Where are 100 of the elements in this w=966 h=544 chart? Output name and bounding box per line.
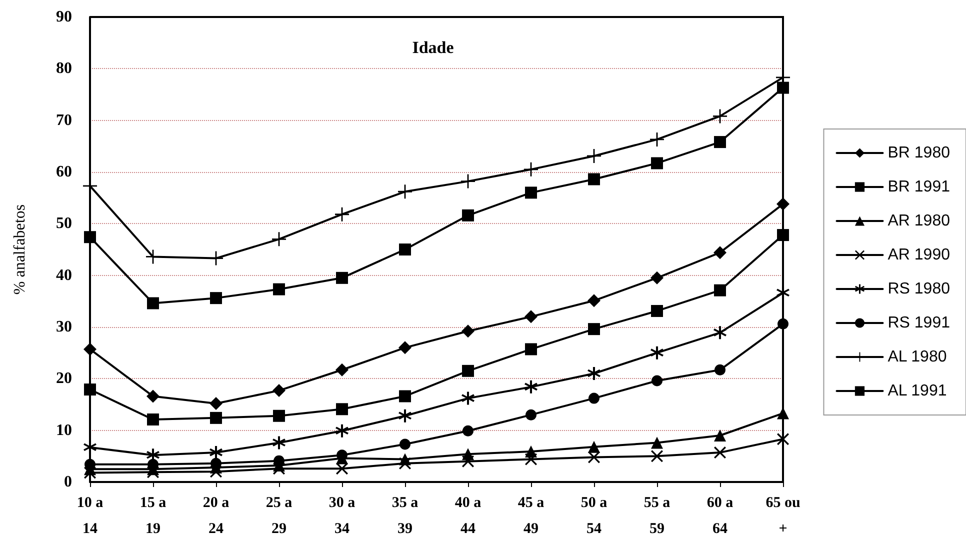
point: [272, 232, 286, 246]
y-tick-label: 50: [56, 215, 72, 232]
x-tick-label: 50 a 54: [580, 495, 608, 537]
point: [651, 450, 663, 462]
x-tick-label: 60 a 64: [706, 495, 734, 537]
point: [84, 384, 96, 396]
point: [210, 412, 222, 424]
point: [210, 396, 222, 410]
point: [776, 198, 790, 211]
point: [272, 384, 286, 398]
y-tick-label: 0: [64, 474, 72, 490]
point: [588, 173, 600, 186]
point: [588, 392, 600, 404]
y-tick-label: 80: [56, 60, 72, 78]
point: [336, 450, 348, 461]
point: [462, 455, 474, 468]
legend-label: RS 1991: [888, 314, 950, 332]
point: [399, 457, 411, 470]
point: [778, 318, 788, 330]
point: [650, 271, 664, 284]
point: [336, 363, 348, 376]
point: [650, 132, 664, 146]
point: [272, 436, 286, 450]
point: [399, 390, 411, 402]
point: [524, 162, 538, 176]
point: [524, 310, 538, 324]
point: [714, 136, 726, 148]
point: [147, 413, 159, 426]
point: [588, 440, 600, 453]
y-tick-label: 70: [56, 112, 72, 129]
point: [336, 424, 348, 438]
point: [84, 342, 96, 356]
point: [588, 451, 600, 464]
x-tick-label: 40 a 44: [454, 495, 482, 537]
point: [650, 346, 664, 360]
point: [651, 436, 663, 449]
point: [714, 364, 726, 376]
x-tick-label: 65 ou +: [766, 495, 800, 537]
y-tick-label: 60: [56, 164, 72, 180]
point: [84, 458, 96, 470]
point: [336, 462, 348, 475]
y-tick-label: 30: [56, 318, 72, 336]
point: [210, 466, 222, 478]
point: [714, 430, 726, 442]
legend-label: BR 1991: [888, 178, 950, 196]
x-tick-label: 55 a 59: [644, 495, 671, 537]
x-tick-label: 25 a 29: [266, 495, 293, 537]
point: [84, 231, 96, 244]
point: [400, 438, 410, 450]
point: [652, 375, 662, 386]
point: [776, 286, 790, 300]
point: [777, 82, 789, 94]
point: [462, 364, 474, 377]
point: [714, 284, 726, 296]
point: [147, 297, 159, 310]
point: [398, 409, 412, 422]
x-tick-label: 10 a 14: [76, 495, 104, 537]
point: [148, 458, 158, 470]
point: [210, 446, 222, 460]
point: [273, 410, 285, 422]
point: [398, 341, 412, 354]
point: [398, 184, 412, 199]
point: [462, 425, 474, 436]
point: [525, 186, 537, 199]
x-tick-label: 45 a 49: [518, 495, 545, 537]
point: [714, 446, 726, 459]
y-tick-label: 40: [56, 266, 72, 284]
x-tick-label: 30 a 34: [328, 495, 356, 537]
point: [336, 403, 348, 416]
point: [777, 433, 789, 446]
y-axis-title: % analfabetos: [12, 204, 28, 295]
point: [524, 380, 538, 394]
legend-label: BR 1980: [888, 144, 950, 162]
x-tick-label: 35 a 39: [392, 495, 419, 537]
point: [651, 157, 663, 170]
point: [461, 174, 475, 188]
point: [713, 109, 727, 124]
point: [210, 292, 222, 304]
point: [462, 392, 474, 405]
legend-label: AR 1990: [888, 246, 950, 264]
point: [526, 409, 536, 420]
point: [336, 272, 348, 284]
legend-label: RS 1980: [888, 280, 950, 298]
point: [777, 229, 789, 242]
point: [714, 246, 726, 260]
point: [146, 390, 160, 403]
point: [274, 455, 284, 466]
point: [651, 304, 663, 317]
point: [714, 326, 726, 340]
text: Idade: [412, 38, 454, 57]
x-tick-label: 15 a 19: [140, 495, 167, 537]
point: [84, 440, 96, 454]
point: [399, 244, 411, 256]
point: [273, 283, 285, 296]
point: [588, 294, 600, 308]
y-tick-label: 20: [56, 370, 72, 388]
point: [588, 323, 600, 336]
point: [462, 324, 474, 338]
point: [84, 466, 96, 479]
legend-label: AL 1991: [888, 382, 947, 400]
